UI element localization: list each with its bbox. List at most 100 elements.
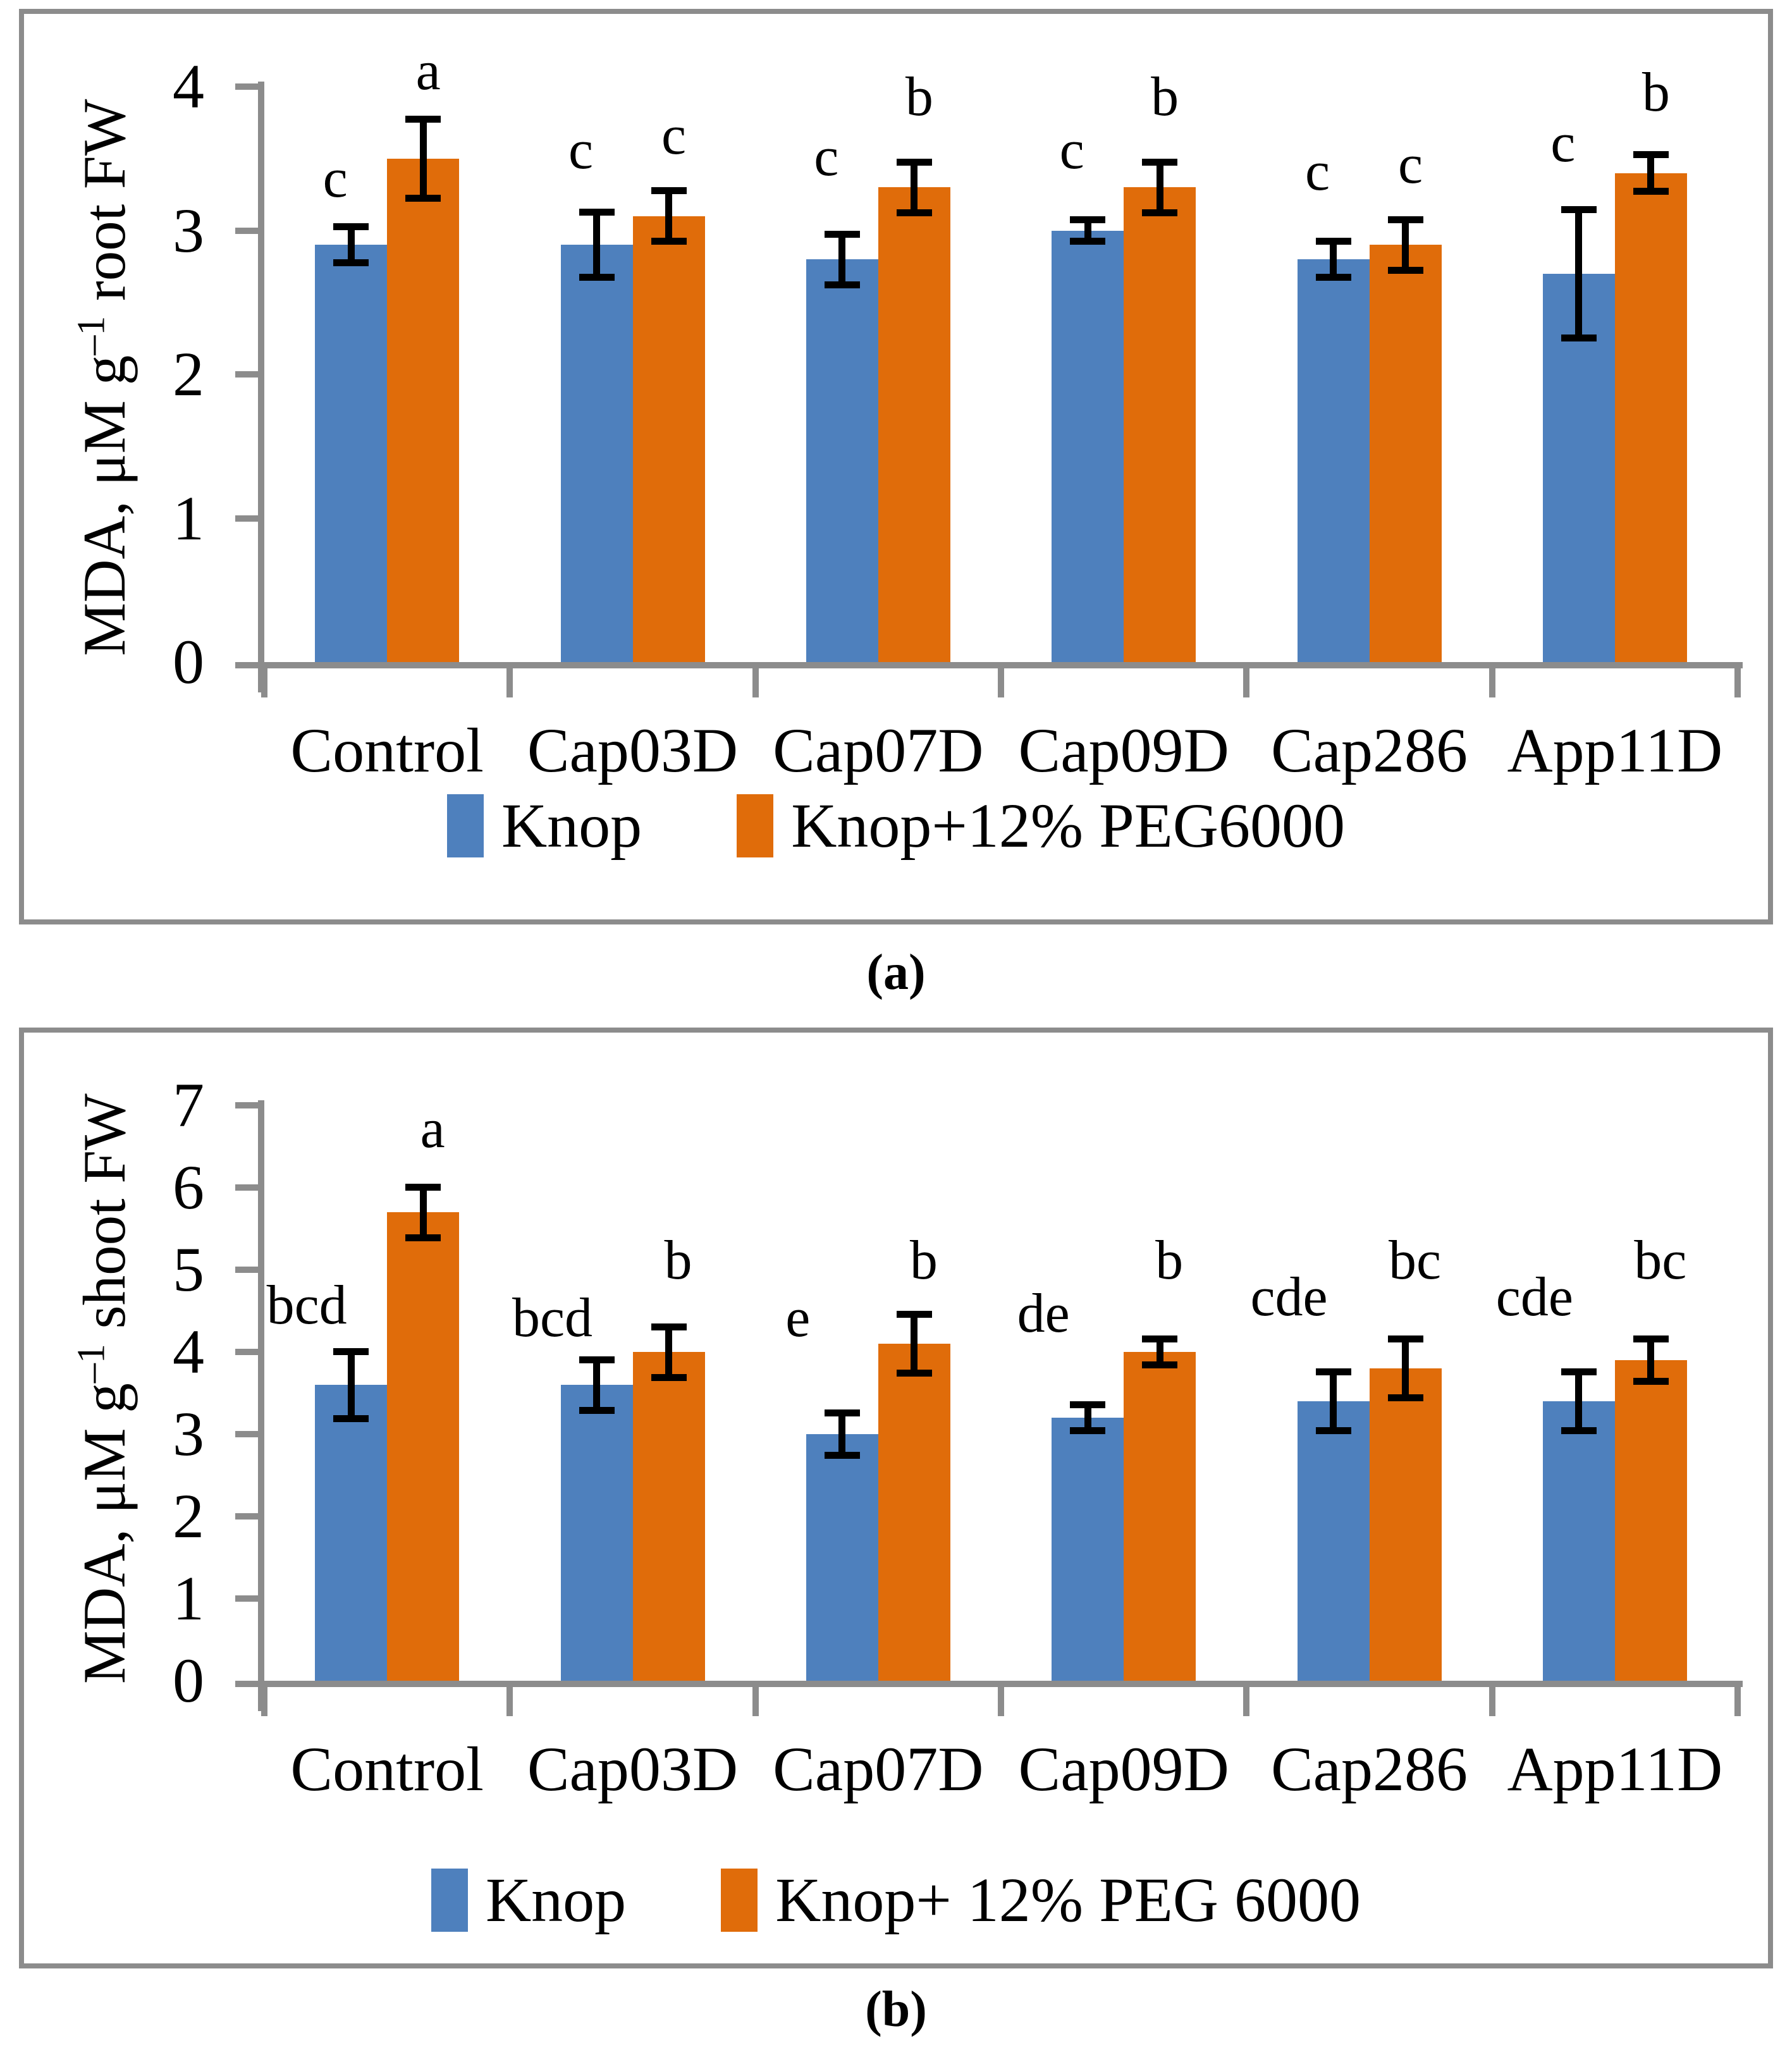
error-bar-line [1084,216,1091,245]
x-axis-line [235,1681,1743,1687]
bar-knop-control [315,1385,388,1681]
error-bar-cap-bottom [896,209,932,216]
error-bar-cap-top [1387,1335,1423,1342]
error-bar-cap-top [1633,151,1669,159]
error-bar-cap-top [1070,1401,1106,1408]
error-bar-line [1575,206,1583,341]
error-bar-cap-top [1142,1335,1178,1342]
y-tick-label: 0 [173,1645,204,1716]
error-bar-cap-bottom [405,195,441,202]
significance-letter: b [1155,1229,1184,1291]
error-bar-cap-top [1633,1335,1669,1342]
error-bar-cap-top [896,1311,932,1318]
error-bar [405,1183,441,1241]
x-tick-mark [752,1686,759,1716]
x-category-label: App11D [1507,1734,1723,1804]
error-bar-line [665,187,672,245]
error-bar-cap-top [1142,158,1178,166]
significance-letter: b [664,1229,692,1291]
error-bar [1387,216,1423,274]
significance-letter: b [1151,66,1179,128]
significance-letter: de [1017,1283,1070,1344]
x-tick-mark [752,667,759,697]
y-tick-label: 5 [173,1234,204,1305]
error-bar [1315,237,1351,281]
error-bar-line [593,209,600,281]
error-bar-cap-top [405,115,441,123]
bar-knop-12-peg-6000-cap09d [1124,1352,1196,1681]
error-bar-cap-bottom [333,1415,369,1422]
x-tick-mark [1488,667,1495,697]
error-bar-line [419,115,427,202]
error-bar [1315,1368,1351,1434]
chart-panel-b: MDA, μM g–1 shoot FW Knop Knop+ 12% PEG … [19,1028,1773,1968]
error-bar [1633,1335,1669,1385]
x-tick-mark [1488,1686,1495,1716]
significance-letter: bcd [512,1287,593,1349]
y-tick-label: 7 [173,1070,204,1140]
error-bar-cap-bottom [1315,274,1351,281]
bar-knop-cap286 [1297,259,1370,662]
x-tick-mark [998,667,1004,697]
significance-letter: c [1304,141,1330,202]
x-tick-mark [1243,667,1250,697]
error-bar-cap-bottom [1387,266,1423,274]
significance-letter: cde [1250,1267,1328,1328]
error-bar-cap-bottom [1387,1394,1423,1401]
error-bar [405,115,441,202]
x-category-label: Cap286 [1270,715,1468,785]
bar-knop-12-peg6000-cap03d [632,216,705,662]
x-tick-mark [1734,667,1741,697]
error-bar-line [347,223,355,267]
error-bar-cap-top [1070,216,1106,223]
error-bar [824,1409,860,1459]
significance-letter: a [420,1098,445,1160]
x-tick-mark [998,1686,1004,1716]
bar-knop-12-peg-6000-cap286 [1369,1368,1442,1681]
error-bar-cap-top [651,187,687,195]
x-category-label: Cap286 [1270,1734,1468,1804]
x-category-label: Control [290,1734,484,1804]
significance-letter: bc [1388,1229,1442,1291]
error-bar-cap-bottom [1142,209,1178,216]
y-tick-label: 3 [173,195,204,266]
x-category-label: Cap09D [1018,715,1229,785]
x-category-label: Cap03D [527,1734,739,1804]
error-bar-cap-top [333,223,369,231]
significance-letter: b [909,1229,938,1291]
x-category-label: App11D [1507,715,1723,785]
error-bar-line [911,1311,918,1377]
y-axis-line [258,82,264,692]
error-bar-line [419,1183,427,1241]
bar-knop-12-peg6000-cap07d [878,187,950,662]
error-bar-line [665,1323,672,1381]
legend-swatch-peg [721,1869,758,1932]
error-bar-line [1402,216,1409,274]
error-bar-cap-bottom [651,238,687,245]
error-bar-line [1330,237,1337,281]
y-tick-mark [235,1267,264,1273]
error-bar [651,187,687,245]
error-bar-cap-bottom [1315,1427,1351,1434]
y-tick-mark [235,83,264,90]
legend-label-peg: Knop+12% PEG6000 [791,790,1346,861]
error-bar-line [1575,1368,1583,1434]
error-bar-cap-top [824,1409,860,1416]
error-bar-line [347,1348,355,1422]
error-bar [1070,1401,1106,1434]
y-tick-mark [235,1102,264,1108]
x-category-label: Cap07D [773,1734,984,1804]
significance-letter: a [415,40,441,102]
x-tick-mark [261,1686,267,1716]
error-bar-cap-top [333,1348,369,1355]
significance-letter: c [1397,133,1423,195]
error-bar [824,230,860,288]
legend-swatch-knop [431,1869,468,1932]
error-bar-line [1084,1401,1091,1434]
bar-knop-cap07d [806,259,878,662]
error-bar-line [1402,1335,1409,1401]
error-bar-cap-bottom [1561,1427,1597,1434]
y-tick-label: 4 [173,1317,204,1387]
y-tick-mark [235,1184,264,1191]
error-bar-cap-bottom [651,1373,687,1381]
